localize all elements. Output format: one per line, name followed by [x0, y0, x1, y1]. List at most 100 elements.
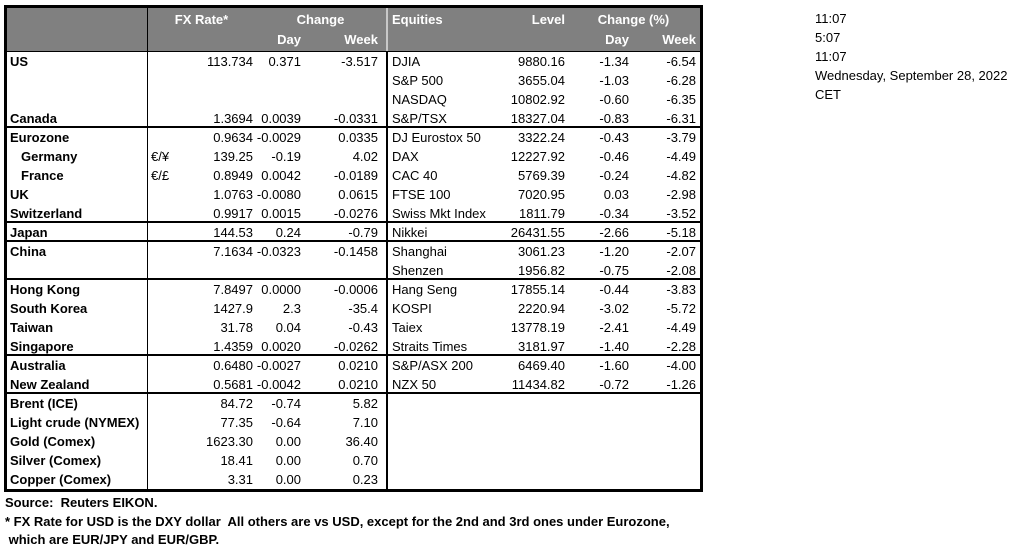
fx-week-change-value: 0.70	[311, 451, 388, 470]
country-label	[7, 261, 148, 278]
fx-rate-header: FX Rate*	[174, 12, 229, 27]
equity-level-value: 7020.95	[518, 187, 565, 202]
equity-week-change-value: -2.98	[666, 187, 696, 202]
table-row: Australia 0.6480 -0.0027 0.0210 S&P/ASX …	[7, 356, 700, 375]
fx-day-change-value	[255, 261, 311, 278]
fx-week-change-value: -0.0276	[311, 204, 388, 221]
fx-rate-value: 144.53	[213, 225, 253, 240]
country-label	[7, 71, 148, 90]
table-row: Light crude (NYMEX) 77.35 -0.64 7.10	[7, 413, 700, 432]
equity-week-change-value: -6.31	[666, 111, 696, 126]
equity-week-change-value	[631, 413, 700, 432]
fx-rate-cell: 3.31	[148, 470, 255, 489]
equity-week-change-value	[631, 432, 700, 451]
country-label	[7, 90, 148, 109]
fx-week-change-value: -3.517	[311, 52, 388, 71]
fx-day-change-value: -0.0323	[256, 244, 301, 259]
equity-level-value: 1956.82	[518, 263, 565, 278]
country-label: Singapore	[7, 337, 148, 354]
equity-day-change-value	[567, 394, 631, 413]
equity-week-change-value: -1.26	[666, 377, 696, 392]
country-label: US	[7, 52, 148, 71]
country-label: UK	[7, 185, 148, 204]
table-row: Singapore 1.4359 0.0020 -0.0262 Straits …	[7, 337, 700, 356]
currency-pair-label: €/£	[151, 168, 170, 183]
equity-index-label: Shenzen	[392, 263, 444, 278]
fx-rate-value: 1.0763	[213, 187, 253, 202]
country-label: New Zealand	[7, 375, 148, 392]
fx-rate-cell: 0.9634	[148, 128, 255, 147]
country-label: Copper (Comex)	[7, 470, 148, 489]
corner-cell-2	[7, 30, 148, 51]
fx-rate-value: 84.72	[220, 396, 253, 411]
equity-level-value	[503, 451, 567, 470]
equity-index-label: Swiss Mkt Index	[392, 206, 486, 221]
equity-index-label: Straits Times	[392, 339, 468, 354]
equity-index-label: DJ Eurostox 50	[392, 130, 481, 145]
fx-rate-cell: 31.78	[148, 318, 255, 337]
equity-change-pct-header: Change (%)	[597, 12, 670, 27]
equity-level-value: 3061.23	[518, 244, 565, 259]
country-label: Gold (Comex)	[7, 432, 148, 451]
fx-day-change-value: 0.0020	[261, 339, 301, 354]
country-label: Taiwan	[7, 318, 148, 337]
fx-day-change-value: 0.0000	[261, 282, 301, 297]
fx-rate-cell: 84.72	[148, 394, 255, 413]
equity-level-value	[503, 470, 567, 489]
equity-day-change-value	[567, 451, 631, 470]
fx-day-change-value: -0.0029	[256, 130, 301, 145]
equity-day-change-value: -0.34	[599, 206, 629, 221]
table-row: US 113.734 0.371 -3.517 DJIA 9880.16 -1.…	[7, 52, 700, 71]
equity-day-change-value: -0.43	[599, 130, 629, 145]
country-label: Canada	[7, 109, 148, 126]
country-label: Australia	[7, 356, 148, 375]
fx-day-change-value	[255, 71, 311, 90]
equity-index-label: S&P/ASX 200	[392, 358, 473, 373]
level-subheader	[503, 30, 567, 51]
fx-day-change-value: 0.371	[268, 54, 301, 69]
fx-week-change-value: 4.02	[311, 147, 388, 166]
time-secondary: 5:07	[815, 30, 841, 45]
fx-rate-cell: 1.0763	[148, 185, 255, 204]
fx-day-change-value: -0.64	[271, 415, 301, 430]
fx-week-change-value: 5.82	[311, 394, 388, 413]
fx-rate-cell: 1.3694	[148, 109, 255, 126]
equity-week-change-value	[631, 394, 700, 413]
equity-day-header: Day	[605, 32, 629, 47]
fx-day-change-value: -0.0042	[256, 377, 301, 392]
equity-index-label: FTSE 100	[392, 187, 451, 202]
fx-week-change-value: 0.0210	[311, 356, 388, 375]
table-row: Switzerland 0.9917 0.0015 -0.0276 Swiss …	[7, 204, 700, 223]
equity-day-change-value: -1.40	[599, 339, 629, 354]
equity-index-label: NASDAQ	[392, 92, 447, 107]
table-row: Gold (Comex) 1623.30 0.00 36.40	[7, 432, 700, 451]
header-row-2: Day Week Day Week	[7, 30, 700, 51]
table-row: UK 1.0763 -0.0080 0.0615 FTSE 100 7020.9…	[7, 185, 700, 204]
equity-week-change-value: -6.35	[666, 92, 696, 107]
country-label: Switzerland	[7, 204, 148, 221]
fx-week-change-value: -0.0006	[311, 280, 388, 299]
market-table: FX Rate* Change Equities Level Change (%…	[4, 5, 703, 492]
equity-level-value: 12227.92	[510, 149, 565, 164]
table-row: Hong Kong 7.8497 0.0000 -0.0006 Hang Sen…	[7, 280, 700, 299]
equity-index-label: Shanghai	[392, 244, 447, 259]
equity-index-label	[388, 451, 503, 470]
equity-level-value	[503, 432, 567, 451]
table-row: Germany €/¥ 139.25 -0.19 4.02 DAX 12227.…	[7, 147, 700, 166]
fx-rate-value: 7.1634	[213, 244, 253, 259]
table-row: France €/£ 0.8949 0.0042 -0.0189 CAC 40 …	[7, 166, 700, 185]
equity-week-change-value: -5.72	[666, 301, 696, 316]
fx-week-change-value	[311, 90, 388, 109]
fx-rate-cell: 7.1634	[148, 242, 255, 261]
equity-day-change-value: -1.34	[599, 54, 629, 69]
fx-week-change-value: -0.79	[311, 223, 388, 240]
clock-panel: 11:07 5:07 11:07 Wednesday, September 28…	[815, 9, 1007, 104]
equity-index-label	[388, 413, 503, 432]
equity-level-value: 9880.16	[518, 54, 565, 69]
fx-rate-value: 3.31	[227, 472, 253, 487]
equity-week-change-value: -6.28	[666, 73, 696, 88]
equity-index-label: DJIA	[392, 54, 421, 69]
country-label: Brent (ICE)	[7, 394, 148, 413]
fx-week-change-value: -0.0262	[311, 337, 388, 354]
equity-day-change-value: -0.24	[599, 168, 629, 183]
